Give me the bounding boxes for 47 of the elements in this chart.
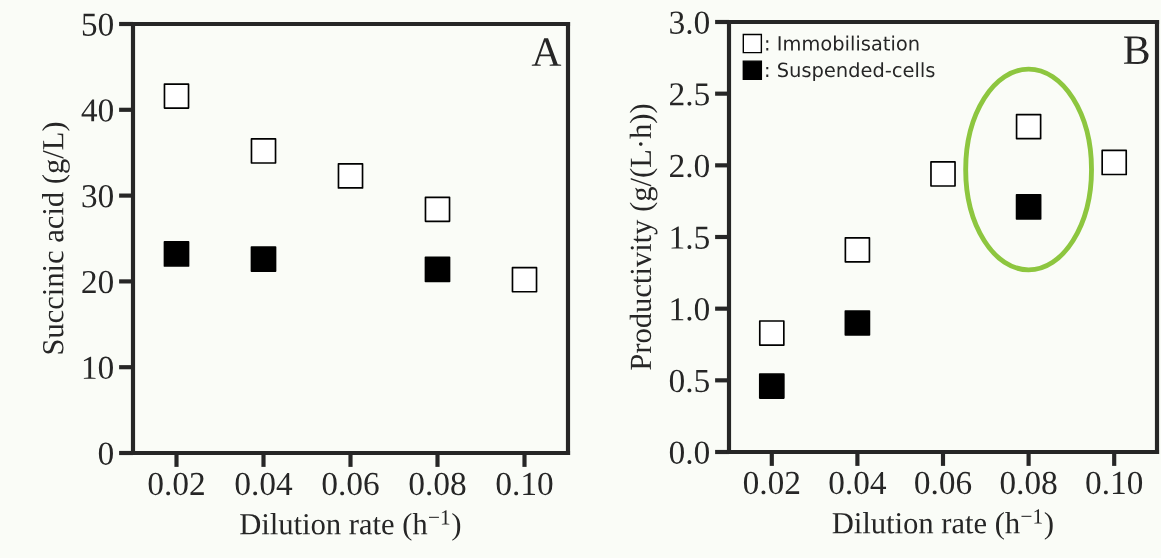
- y-tick-label: 30: [82, 185, 113, 208]
- point: [163, 241, 190, 267]
- x-tick-label: 0.08: [1000, 471, 1057, 495]
- y-tick-label: 3.0: [670, 11, 709, 35]
- y-tick-label: 2.5: [670, 83, 709, 106]
- legend-label: : Suspended-cells: [766, 62, 935, 82]
- y-tick-label: 10: [83, 356, 113, 380]
- annotation: A: [531, 38, 562, 66]
- point: [844, 237, 871, 263]
- y-tick-label: 2.0: [670, 154, 709, 178]
- x-tick-label: 0.10: [1086, 471, 1143, 495]
- y-tick-label: 20: [82, 270, 113, 294]
- y-tick-label: 0.0: [669, 441, 709, 465]
- y-tick-label: 0.5: [669, 369, 709, 393]
- point: [250, 138, 277, 164]
- x-tick-label: 0.02: [743, 471, 800, 495]
- y-axis-title: Succinic acid (g/L): [42, 122, 70, 354]
- y-tick-label: 0: [98, 442, 113, 465]
- point: [1015, 113, 1042, 140]
- y-tick-label: 40: [81, 99, 113, 122]
- x-axis-title: Dilution rate (h$^{−1}$): [832, 509, 1053, 540]
- point: [424, 256, 451, 283]
- point: [930, 161, 956, 187]
- x-tick-label: 0.04: [829, 471, 887, 495]
- y-axis-title: Productivity (g/(L·h)): [629, 104, 658, 370]
- point: [844, 310, 871, 336]
- x-tick-label: 0.08: [409, 472, 466, 496]
- y-tick-label: 1.5: [671, 226, 709, 250]
- legend-label: : Immobilisation: [766, 35, 919, 51]
- point: [1015, 194, 1042, 220]
- point: [758, 373, 785, 399]
- x-tick-label: 0.02: [148, 472, 204, 496]
- point: [1101, 149, 1128, 176]
- x-tick-label: 0.10: [496, 472, 553, 496]
- x-tick-label: 0.04: [235, 472, 293, 496]
- point: [163, 83, 190, 109]
- y-tick-label: 50: [82, 13, 113, 36]
- point: [511, 266, 538, 293]
- point: [337, 163, 364, 189]
- x-tick-label: 0.06: [915, 471, 972, 495]
- point: [758, 320, 785, 346]
- annotation: B: [1123, 36, 1149, 64]
- y-tick-label: 1.0: [671, 298, 709, 321]
- x-axis-title: Dilution rate (h$^{−1}$): [240, 510, 461, 541]
- point: [250, 246, 277, 272]
- x-tick-label: 0.06: [322, 472, 379, 496]
- point: [424, 196, 451, 223]
